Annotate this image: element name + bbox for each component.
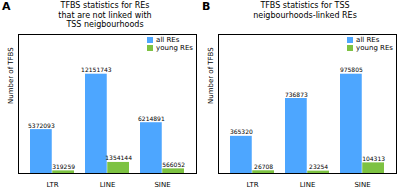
svg-text:5372093: 5372093 [28, 122, 55, 129]
html-text:TFBS statistics for TSS neigbo: TFBS statistics for TSS neigbourhoods-li… [253, 1, 357, 20]
svg-text:Number of TFBS: Number of TFBS [207, 47, 215, 104]
svg-text:319259: 319259 [52, 163, 75, 170]
html-text:A: A [2, 0, 11, 13]
svg-text:12151743: 12151743 [81, 66, 112, 73]
svg-text:1354144: 1354144 [105, 154, 132, 161]
svg-text:566052: 566052 [162, 161, 185, 168]
svg-text:26708: 26708 [254, 163, 273, 170]
html-text:all REs: all REs [156, 36, 180, 44]
svg-text:SINE: SINE [154, 181, 170, 187]
svg-text:LINE: LINE [100, 181, 116, 187]
svg-text:6214891: 6214891 [138, 115, 165, 122]
svg-text:Number of TFBS: Number of TFBS [7, 47, 15, 104]
svg-text:23254: 23254 [309, 163, 328, 170]
svg-text:365320: 365320 [230, 128, 253, 135]
html-text:young REs: young REs [156, 44, 193, 52]
html-text:TFBS statistics for REs that a: TFBS statistics for REs that are not lin… [58, 1, 152, 29]
svg-text:LTR: LTR [46, 181, 58, 187]
svg-text:104313: 104313 [362, 155, 385, 162]
html-text:all REs: all REs [356, 36, 380, 44]
html-text:B: B [202, 0, 211, 13]
svg-text:LINE: LINE [300, 181, 316, 187]
svg-text:736873: 736873 [285, 91, 308, 98]
html-text:young REs: young REs [356, 44, 393, 52]
svg-text:975805: 975805 [340, 66, 363, 73]
svg-text:SINE: SINE [354, 181, 370, 187]
svg-text:LTR: LTR [246, 181, 258, 187]
